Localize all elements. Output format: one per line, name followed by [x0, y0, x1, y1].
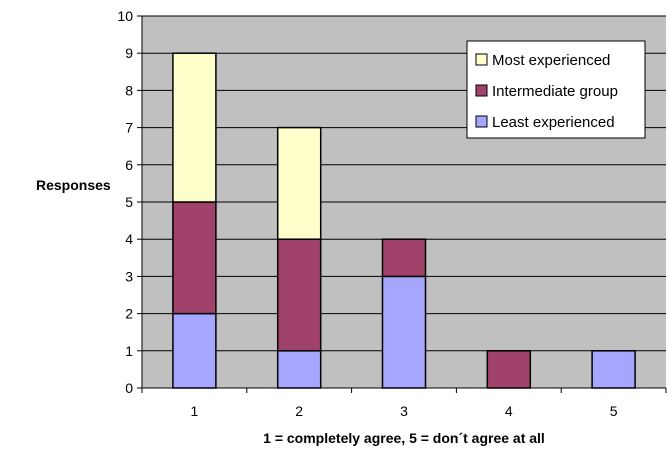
legend-swatch: [475, 115, 488, 128]
bar-segment-cat1-series2: [172, 201, 217, 315]
bar-segment-cat3-series1: [381, 275, 427, 389]
y-tick-label: 0: [125, 380, 133, 396]
legend-label: Intermediate group: [492, 83, 618, 100]
y-tick-label: 10: [117, 8, 133, 24]
legend-swatch: [475, 53, 488, 66]
bar-segment-cat2-series1: [276, 350, 322, 389]
x-tick-label: 1: [191, 403, 199, 419]
y-axis-title: Responses: [36, 177, 111, 193]
y-tick-label: 7: [125, 120, 133, 136]
y-tick-label: 9: [125, 45, 133, 61]
y-axis-ticks: 0 1 2 3 4 5 6 7 8 9 10: [117, 8, 142, 396]
bars: [172, 52, 636, 389]
bar-segment-cat4-series2: [486, 350, 532, 389]
legend-box: [466, 40, 646, 139]
y-tick-label: 3: [125, 268, 133, 284]
y-tick-label: 2: [125, 306, 133, 322]
y-tick-label: 6: [125, 157, 133, 173]
bar-segment-cat2-series2: [276, 238, 322, 352]
y-tick-label: 5: [125, 194, 133, 210]
x-tick-label: 2: [295, 403, 303, 419]
legend: Most experienced Intermediate group Least …: [466, 40, 646, 139]
legend-label: Least experienced: [492, 114, 615, 131]
y-tick-label: 1: [125, 343, 133, 359]
bar-segment-cat2-series3: [276, 126, 322, 240]
legend-swatch: [475, 84, 488, 97]
bar-segment-cat1-series1: [172, 312, 217, 389]
bar-segment-cat5-series1: [591, 350, 636, 389]
x-tick-label: 3: [400, 403, 408, 419]
y-tick-label: 4: [125, 231, 133, 247]
x-axis-ticks: 1 2 3 4 5: [141, 388, 667, 419]
x-tick-label: 5: [610, 403, 618, 419]
bar-segment-cat1-series3: [172, 52, 217, 203]
legend-label: Most experienced: [492, 52, 610, 69]
y-tick-label: 8: [125, 82, 133, 98]
bar-segment-cat3-series2: [381, 238, 427, 278]
x-axis-title: 1 = completely agree, 5 = don´t agree at…: [263, 430, 545, 446]
x-tick-label: 4: [505, 403, 513, 419]
